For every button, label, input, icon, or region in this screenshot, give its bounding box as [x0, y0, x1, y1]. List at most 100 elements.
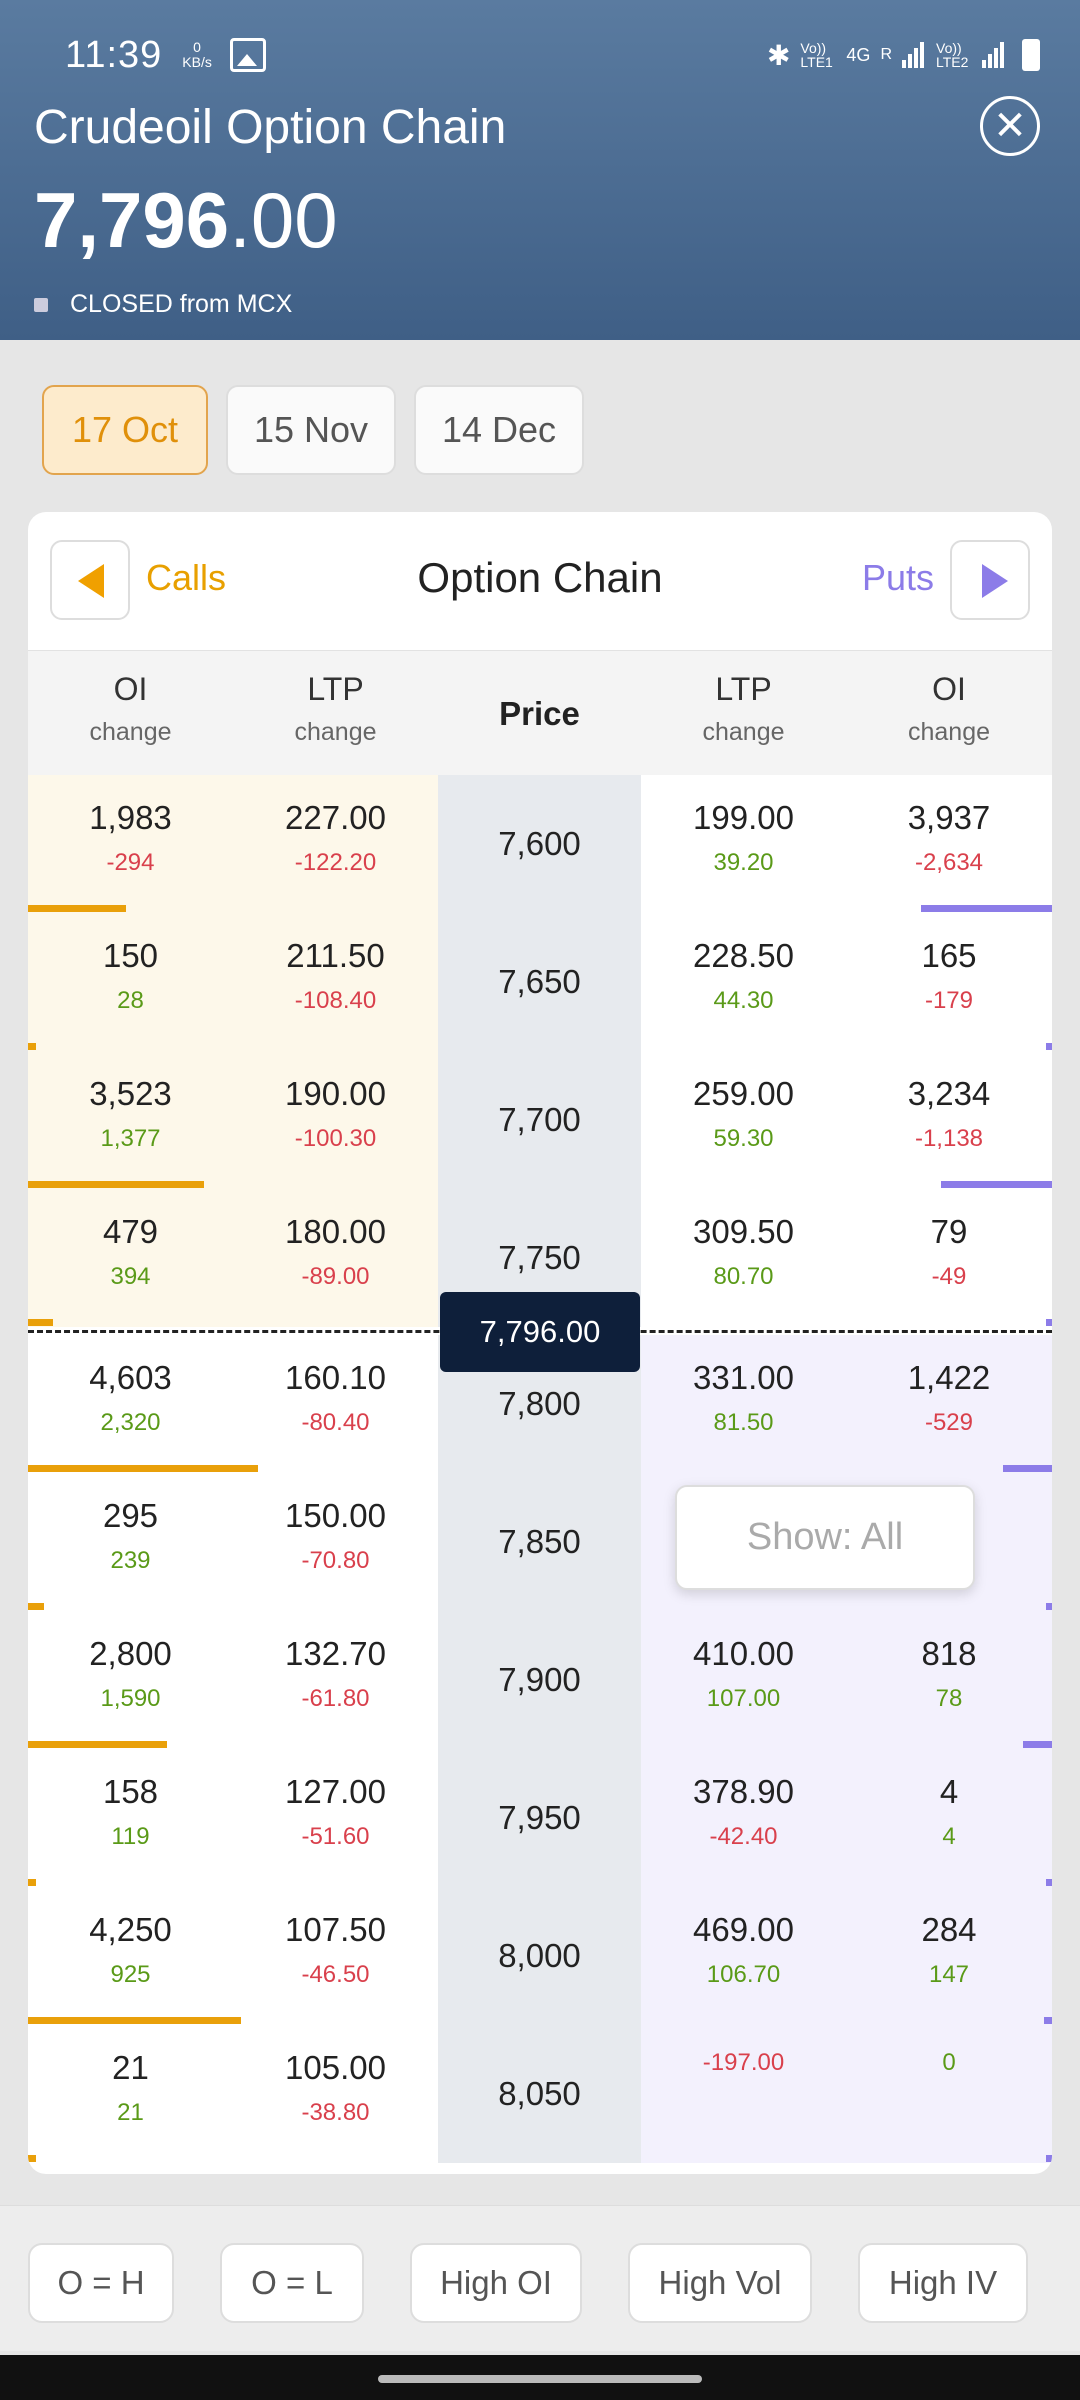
put-oi: 1,422 -529	[846, 1335, 1052, 1473]
call-oi-value: 21	[112, 2049, 149, 2086]
put-oi: 165 -179	[846, 913, 1052, 1051]
call-ltp-value: 180.00	[285, 1213, 386, 1250]
network-type: 4G	[846, 44, 871, 65]
put-oi-bar	[920, 905, 1052, 912]
put-oi-bar	[1023, 1741, 1052, 1748]
call-ltp-change: -61.80	[301, 1685, 370, 1712]
home-gesture-handle[interactable]	[378, 2375, 702, 2383]
call-ltp-value: 190.00	[285, 1075, 386, 1112]
call-oi: 150 28	[28, 913, 233, 1051]
calls-label[interactable]: Calls	[146, 557, 227, 598]
call-oi: 4,603 2,320	[28, 1335, 233, 1473]
call-oi-value: 4,250	[89, 1911, 172, 1948]
put-ltp-change: 39.20	[713, 849, 774, 876]
expiry-tab-3[interactable]: 14 Dec	[414, 385, 584, 475]
strike-price: 7,850	[438, 1473, 641, 1611]
option-row[interactable]: 4,250 925 107.50 -46.50 8,000 469.00 106.70 284…	[28, 1887, 1052, 2025]
put-ltp: 469.00 106.70	[641, 1887, 846, 2025]
put-oi-bar	[1046, 1879, 1052, 1886]
expiry-tab-1[interactable]: 17 Oct	[42, 385, 208, 475]
call-oi-bar	[28, 1043, 37, 1050]
put-ltp: -197.00	[641, 2025, 846, 2163]
put-ltp-change: -197.00	[702, 2049, 785, 2076]
call-oi: 21 21	[28, 2025, 233, 2163]
call-oi-bar	[28, 2155, 36, 2162]
close-button[interactable]: ✕	[980, 96, 1040, 156]
call-ltp-value: 105.00	[285, 2049, 386, 2086]
put-oi-value: 3,937	[907, 799, 991, 836]
put-oi: 284 147	[846, 1887, 1052, 2025]
put-ltp-change: -42.40	[709, 1823, 778, 1850]
call-oi-value: 150	[102, 937, 159, 974]
call-oi-bar	[28, 1465, 258, 1472]
put-ltp: 199.00 39.20	[641, 775, 846, 913]
option-row[interactable]: 158 119 127.00 -51.60 7,950 378.90 -42.40 4 4	[28, 1749, 1052, 1887]
call-oi-value: 158	[102, 1773, 159, 1810]
call-oi-change: 119	[111, 1823, 150, 1850]
put-ltp-value: 331.00	[693, 1359, 794, 1396]
put-oi-bar	[941, 1181, 1052, 1188]
call-ltp: 180.00 -89.00	[233, 1189, 438, 1327]
filter-high-vol[interactable]: High Vol	[628, 2243, 812, 2323]
put-oi-bar	[1002, 1465, 1052, 1472]
option-row[interactable]: 150 28 211.50 -108.40 7,650 228.50 44.30 165 -17…	[28, 913, 1052, 1051]
put-ltp-change: 80.70	[713, 1263, 774, 1290]
put-oi-bar	[1046, 1319, 1052, 1326]
call-oi: 3,523 1,377	[28, 1051, 233, 1189]
option-row[interactable]: 3,523 1,377 190.00 -100.30 7,700 259.00 59.30 3…	[28, 1051, 1052, 1189]
system-nav-bar	[0, 2355, 1080, 2400]
option-row[interactable]: 2,800 1,590 132.70 -61.80 7,900 410.00 107.00 8…	[28, 1611, 1052, 1749]
put-ltp: 410.00 107.00	[641, 1611, 846, 1749]
status-dot-icon	[34, 297, 48, 312]
puts-scroll-button[interactable]	[950, 540, 1030, 620]
call-oi-bar	[28, 1319, 53, 1326]
put-oi-change: -179	[924, 987, 974, 1014]
call-oi-change: 21	[117, 2099, 144, 2126]
call-oi-value: 4,603	[89, 1359, 172, 1396]
filter-open-high[interactable]: O = H	[28, 2243, 174, 2323]
header-call-ltp: LTP change	[294, 671, 377, 746]
status-bar: 11:39 0 KB/s ✱ Vo)) LTE1 4G R Vo)) LTE2	[65, 30, 1040, 80]
calls-scroll-button[interactable]	[50, 540, 130, 620]
call-ltp: 107.50 -46.50	[233, 1887, 438, 2025]
call-oi: 1,983 -294	[28, 775, 233, 913]
strike-price: 7,900	[438, 1611, 641, 1749]
close-icon: ✕	[993, 104, 1027, 148]
filter-high-iv[interactable]: High IV	[858, 2243, 1028, 2323]
put-ltp: 259.00 59.30	[641, 1051, 846, 1189]
put-oi-value: 3,234	[907, 1075, 991, 1112]
arrow-right-icon	[982, 564, 1008, 598]
put-ltp-change: 81.50	[713, 1409, 774, 1436]
call-oi-bar	[28, 1741, 168, 1748]
puts-label[interactable]: Puts	[861, 557, 934, 598]
option-row[interactable]: 21 21 105.00 -38.80 8,050 -197.00 0	[28, 2025, 1052, 2163]
call-ltp-change: -89.00	[301, 1263, 370, 1290]
put-oi-value: 818	[921, 1635, 977, 1672]
call-oi-change: 1,377	[100, 1125, 161, 1152]
put-oi-value: 165	[921, 937, 977, 974]
put-oi-bar	[1046, 2155, 1052, 2162]
put-ltp: 331.00 81.50	[641, 1335, 846, 1473]
put-ltp-value: 469.00	[693, 1911, 794, 1948]
put-oi-change: 0	[942, 2049, 956, 2076]
call-ltp: 160.10 -80.40	[233, 1335, 438, 1473]
option-row[interactable]: 1,983 -294 227.00 -122.20 7,600 199.00 39.20 3,…	[28, 775, 1052, 913]
filter-high-oi[interactable]: High OI	[410, 2243, 582, 2323]
call-ltp: 190.00 -100.30	[233, 1051, 438, 1189]
call-oi-bar	[28, 2017, 242, 2024]
bluetooth-icon: ✱	[766, 39, 791, 71]
strike-price: 7,600	[438, 775, 641, 913]
call-oi-value: 295	[102, 1497, 159, 1534]
call-ltp-change: -38.80	[301, 2099, 370, 2126]
call-oi-value: 2,800	[89, 1635, 172, 1672]
put-ltp-value: 228.50	[693, 937, 794, 974]
option-chain-header: Calls Option Chain Puts	[28, 512, 1052, 650]
signal-icon	[902, 42, 926, 68]
call-oi: 158 119	[28, 1749, 233, 1887]
show-all-button[interactable]: Show: All	[675, 1485, 975, 1590]
expiry-tab-2[interactable]: 15 Nov	[226, 385, 396, 475]
put-ltp: 228.50 44.30	[641, 913, 846, 1051]
filter-open-low[interactable]: O = L	[220, 2243, 364, 2323]
call-ltp-change: -108.40	[294, 987, 377, 1014]
